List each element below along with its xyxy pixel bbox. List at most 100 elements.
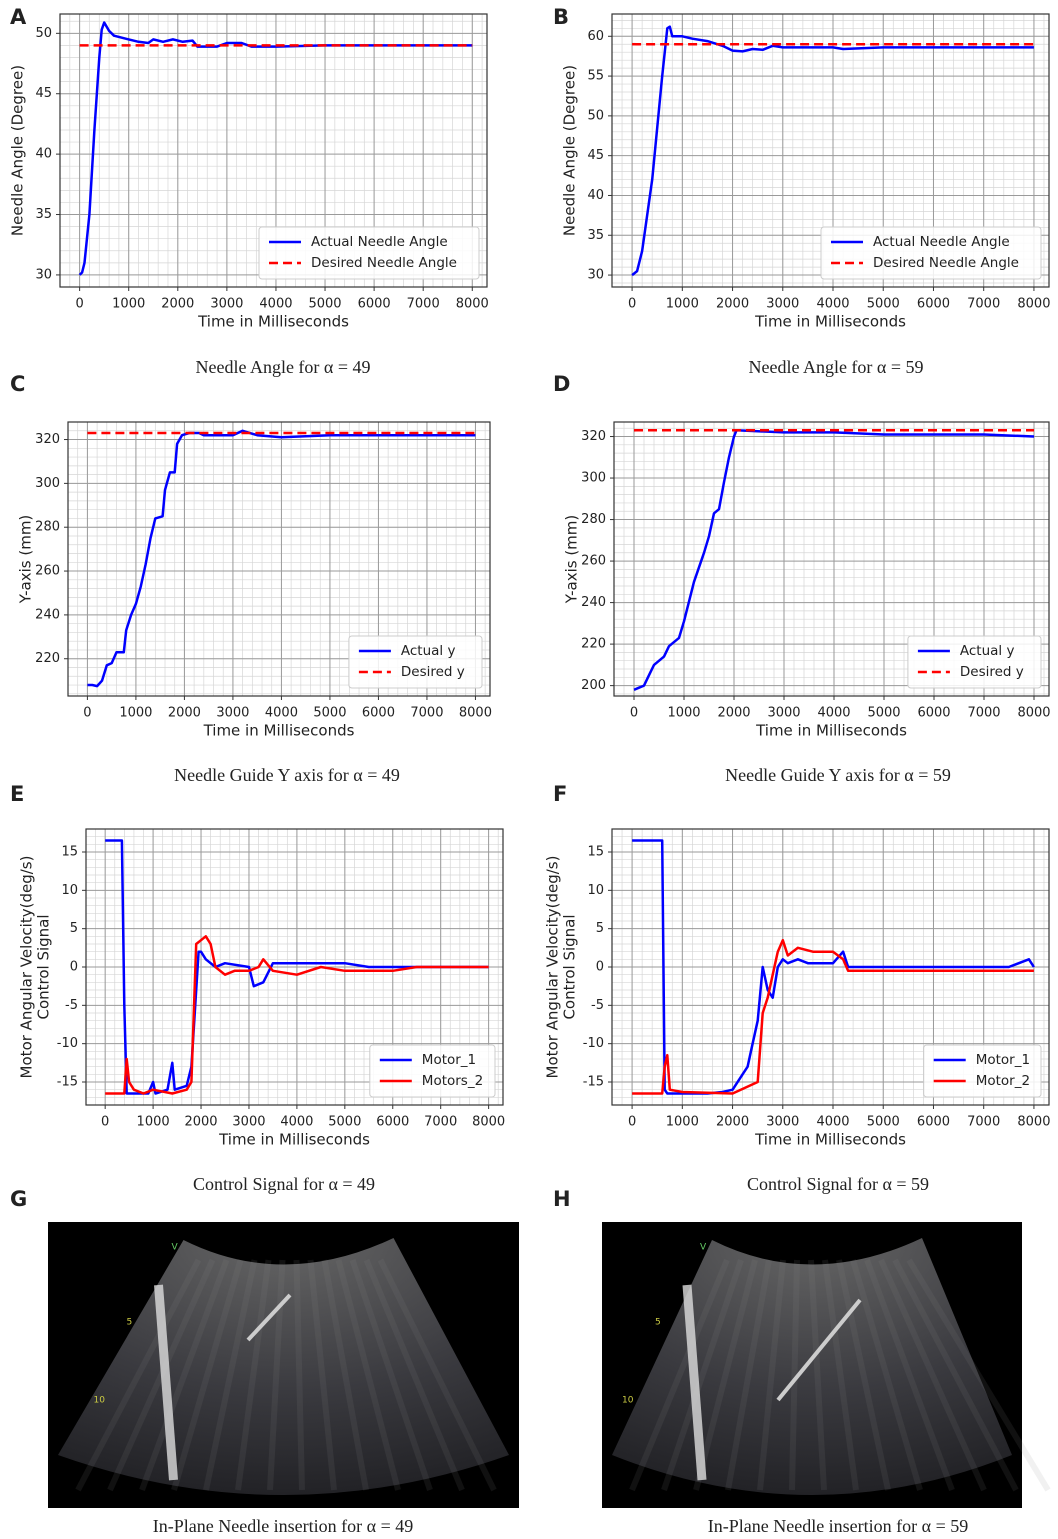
legend: Motor_1 Motor_2	[923, 1044, 1042, 1098]
speckle-streak	[203, 1259, 258, 1491]
y-tick-label: 10	[587, 883, 604, 898]
x-tick-label: 6000	[917, 1115, 950, 1130]
image-marker: 5	[655, 1318, 661, 1328]
plot-frame	[59, 13, 488, 288]
y-axis-label: Control Signal	[35, 914, 53, 1019]
y-tick-label: 220	[35, 651, 60, 666]
image-marker: V	[700, 1243, 707, 1253]
plot-frame	[611, 13, 1050, 288]
x-axis-label: Time in Milliseconds	[203, 722, 355, 740]
speckle-streak	[321, 1259, 369, 1491]
y-tick-label: 50	[587, 108, 604, 123]
legend-label: Desired Needle Angle	[311, 255, 457, 271]
legend-label: Motor_1	[976, 1052, 1030, 1068]
y-tick-label: 45	[587, 148, 604, 163]
x-tick-label: 2000	[717, 706, 750, 721]
y-tick-label: 40	[587, 188, 604, 203]
y-tick-label: 30	[587, 268, 604, 283]
ultrasound-fan	[612, 1238, 1012, 1495]
plot-frame	[67, 421, 491, 697]
x-tick-label: 7000	[410, 706, 443, 721]
speckle-streak	[906, 1258, 1051, 1492]
x-tick-label: 1000	[137, 1115, 170, 1130]
y-tick-label: -10	[583, 1036, 604, 1051]
x-tick-label: 6000	[362, 706, 395, 721]
y-tick-label: 30	[35, 267, 52, 282]
y-tick-label: -10	[57, 1036, 78, 1051]
y-tick-label: 55	[587, 69, 604, 84]
x-tick-label: 5000	[313, 706, 346, 721]
speckle-streak	[629, 1258, 730, 1492]
y-tick-label: 50	[35, 26, 52, 41]
panel-label: D	[553, 372, 570, 396]
panel-label: G	[10, 1187, 27, 1211]
x-tick-label: 2000	[168, 706, 201, 721]
y-tick-label: 300	[35, 476, 60, 491]
x-tick-label: 6000	[917, 706, 950, 721]
plot-frame	[85, 828, 504, 1106]
series-line	[631, 25, 1034, 277]
x-tick-label: 2000	[184, 1115, 217, 1130]
ultrasound-panel: V 5 10 H In-Plane Needle insertion for α = 5…	[553, 1187, 1051, 1536]
speckle-streak	[878, 1258, 987, 1492]
chart: 0 1000 2000 3000 4000 5000 6000 7000 8000 30 35 40 4…	[9, 5, 489, 377]
image-marker: 10	[622, 1396, 634, 1406]
x-tick-label: 4000	[259, 297, 292, 312]
speckle-streak	[235, 1259, 272, 1491]
y-axis-label: Y-axis (mm)	[563, 515, 581, 605]
plot-frame	[611, 828, 1050, 1106]
y-tick-label: 15	[61, 845, 78, 860]
legend-box	[907, 635, 1042, 689]
y-axis-label: Y-axis (mm)	[17, 515, 35, 605]
chart: 0 1000 2000 3000 4000 5000 6000 7000 8000 30 35 40 4…	[553, 5, 1050, 377]
speckle-streak	[725, 1259, 772, 1491]
x-tick-label: 6000	[917, 297, 950, 312]
x-tick-label: 7000	[967, 297, 1000, 312]
speckle-streak	[808, 1259, 827, 1491]
x-tick-label: 3000	[216, 706, 249, 721]
y-axis-label: Needle Angle (Degree)	[9, 65, 27, 236]
speckle-streak	[335, 1259, 401, 1491]
y-tick-label: 60	[587, 29, 604, 44]
x-tick-label: 2000	[716, 297, 749, 312]
y-axis-label: Needle Angle (Degree)	[561, 65, 579, 236]
caption: Control Signal for α = 49	[193, 1174, 375, 1194]
y-tick-label: -15	[583, 1075, 604, 1090]
x-tick-label: 5000	[867, 297, 900, 312]
y-tick-label: -5	[591, 998, 604, 1013]
series-line	[105, 935, 489, 1095]
chart: 0 1000 2000 3000 4000 5000 6000 7000 8000 -15 -10 -…	[544, 782, 1051, 1194]
legend: Actual y Desired y	[907, 635, 1042, 689]
x-tick-label: 0	[630, 706, 638, 721]
x-tick-label: 1000	[666, 1115, 699, 1130]
panel-label: H	[553, 1187, 571, 1211]
x-tick-label: 6000	[376, 1115, 409, 1130]
y-tick-label: 320	[581, 429, 606, 444]
x-tick-label: 2000	[161, 297, 194, 312]
y-tick-label: 5	[70, 921, 78, 936]
x-tick-label: 2000	[716, 1115, 749, 1130]
legend-label: Desired Needle Angle	[873, 255, 1019, 271]
x-tick-label: 0	[628, 1115, 636, 1130]
caption: Needle Angle for α = 49	[195, 357, 370, 377]
x-tick-label: 0	[628, 297, 636, 312]
speckle-streak	[850, 1259, 923, 1491]
panel-label: B	[553, 5, 569, 29]
legend: Motor_1 Motors_2	[369, 1044, 496, 1098]
x-tick-label: 0	[75, 297, 83, 312]
legend-label: Actual y	[960, 643, 1015, 659]
image-marker: V	[172, 1243, 179, 1253]
series-line	[105, 839, 489, 1095]
x-tick-label: 7000	[967, 706, 1000, 721]
series-line	[87, 429, 476, 688]
x-tick-label: 5000	[867, 1115, 900, 1130]
speckle-streak	[864, 1258, 955, 1492]
legend-box	[820, 226, 1042, 280]
y-tick-label: -5	[65, 998, 78, 1013]
x-axis-label: Time in Milliseconds	[197, 313, 349, 331]
speckle-streak	[75, 1258, 202, 1492]
x-tick-label: 4000	[265, 706, 298, 721]
chart: 0 1000 2000 3000 4000 5000 6000 7000 8000 220 240 2…	[10, 372, 492, 785]
image-marker: 5	[127, 1318, 133, 1328]
legend: Actual y Desired y	[348, 635, 483, 689]
